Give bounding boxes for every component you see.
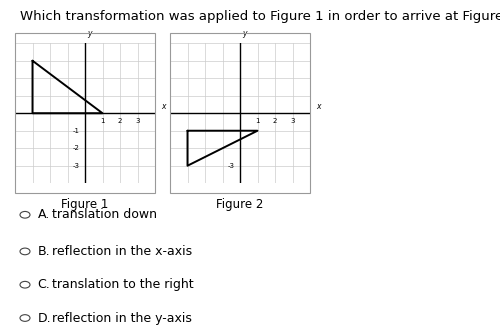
- Text: Figure 2: Figure 2: [216, 198, 264, 211]
- Text: -3: -3: [73, 163, 80, 169]
- Text: y: y: [87, 29, 92, 38]
- Text: translation to the right: translation to the right: [52, 278, 194, 291]
- Text: 3: 3: [290, 119, 295, 125]
- Text: 3: 3: [136, 119, 140, 125]
- Text: translation down: translation down: [52, 208, 158, 221]
- Text: x: x: [161, 102, 166, 111]
- Text: reflection in the y-axis: reflection in the y-axis: [52, 311, 192, 325]
- Text: Figure 1: Figure 1: [62, 198, 108, 211]
- Text: D.: D.: [38, 311, 51, 325]
- Text: x: x: [316, 102, 320, 111]
- Text: 1: 1: [256, 119, 260, 125]
- Text: 1: 1: [100, 119, 105, 125]
- Text: B.: B.: [38, 245, 50, 258]
- Text: 2: 2: [273, 119, 277, 125]
- Text: 2: 2: [118, 119, 122, 125]
- Text: A.: A.: [38, 208, 50, 221]
- Text: -3: -3: [228, 163, 235, 169]
- Text: Which transformation was applied to Figure 1 in order to arrive at Figure 2?: Which transformation was applied to Figu…: [20, 10, 500, 23]
- Text: reflection in the x-axis: reflection in the x-axis: [52, 245, 192, 258]
- Text: -2: -2: [73, 145, 80, 151]
- Text: -1: -1: [73, 128, 80, 134]
- Text: C.: C.: [38, 278, 50, 291]
- Text: y: y: [242, 29, 246, 38]
